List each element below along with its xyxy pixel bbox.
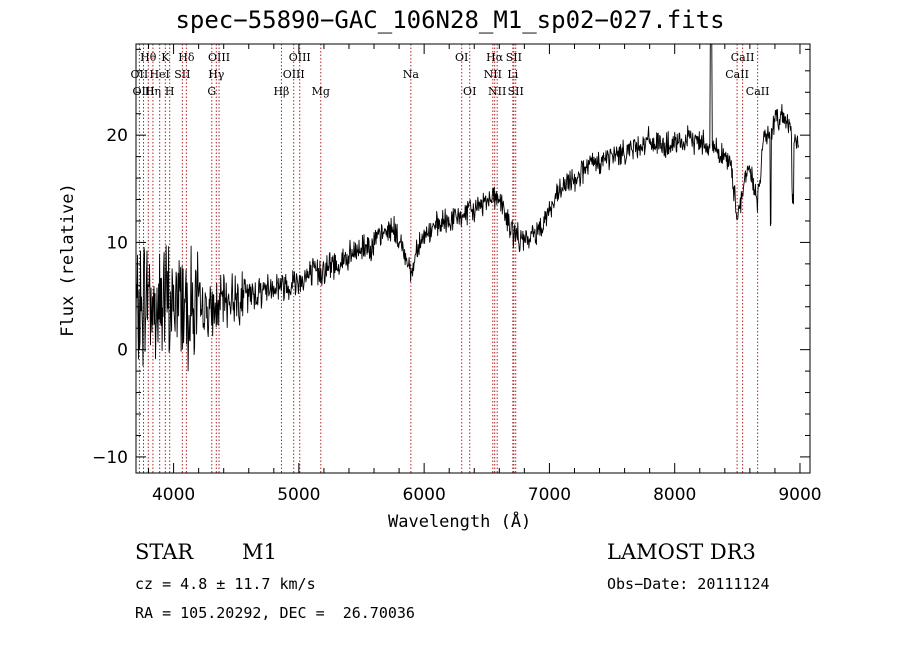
spectral-line-label: CaII [731, 51, 755, 64]
spectral-line-label: OI [455, 51, 468, 64]
obs-date: Obs−Date: 20111124 [607, 575, 770, 593]
flux-series-line [135, 43, 799, 372]
y-tick-label: 10 [106, 233, 128, 253]
spectral-line-label: Mg [312, 85, 330, 98]
spectral-line-label: SII [508, 85, 524, 98]
spectral-line-label: Hη [145, 85, 161, 98]
coordinates: RA = 105.20292, DEC = 26.70036 [135, 604, 415, 622]
spectral-line-label: OIII [132, 85, 154, 98]
spectral-line-label: OIII [289, 51, 311, 64]
x-tick-label: 9000 [778, 485, 821, 505]
spectral-line-label: Hδ [178, 51, 195, 64]
y-axis-label: Flux (relative) [58, 183, 78, 337]
x-tick-label: 7000 [528, 485, 571, 505]
line-labels-layer: Hθ OII OIII K HeI Hη H SII Hδ OIII Hγ G OIII OIII Hβ Mg… [131, 51, 770, 98]
spectral-line-label: OIII [283, 68, 305, 81]
spectral-line-label: OII [131, 68, 149, 81]
x-axis-label: Wavelength (Å) [388, 512, 532, 532]
spectral-line-label: Hα [486, 51, 504, 64]
chart-title: spec−55890−GAC_106N28_M1_sp02−027.fits [175, 6, 725, 34]
spectral-line-label: HeI [149, 68, 169, 81]
ticks-layer: 4000 5000 6000 7000 8000 9000 −10 0 10 20 [92, 44, 822, 505]
survey-name: LAMOST DR3 [607, 540, 756, 564]
spectral-line-label: SII [506, 51, 522, 64]
cz-value: cz = 4.8 ± 11.7 km/s [135, 575, 316, 593]
spectral-lines-layer [138, 44, 759, 473]
spectral-line-label: G [207, 85, 216, 98]
spectral-line-label: OI [463, 85, 476, 98]
spectral-line-label: CaII [725, 68, 749, 81]
y-tick-label: −10 [92, 448, 128, 468]
spectral-line-label: Li [507, 68, 518, 81]
y-tick-label: 20 [106, 126, 128, 146]
spectral-line-label: SII [174, 68, 190, 81]
spectral-line-label: Hθ [140, 51, 157, 64]
series-layer [135, 43, 799, 372]
spectral-line-label: Hγ [208, 68, 225, 81]
spectral-line-label: NII [484, 68, 502, 81]
x-tick-label: 5000 [277, 485, 320, 505]
spectral-line-label: K [161, 51, 170, 64]
spectral-line-label: OIII [208, 51, 230, 64]
spectral-line-label: Hβ [273, 85, 289, 98]
x-tick-label: 8000 [653, 485, 696, 505]
x-tick-label: 6000 [403, 485, 446, 505]
x-tick-label: 4000 [152, 485, 195, 505]
object-subclass: M1 [242, 540, 277, 564]
spectral-line-label: CaII [746, 85, 770, 98]
spectral-line-label: H [165, 85, 175, 98]
object-class: STAR [135, 540, 194, 564]
spectral-line-label: NII [488, 85, 506, 98]
plot-frame [135, 43, 811, 474]
y-tick-label: 0 [117, 341, 128, 361]
spectral-line-label: Na [403, 68, 420, 81]
